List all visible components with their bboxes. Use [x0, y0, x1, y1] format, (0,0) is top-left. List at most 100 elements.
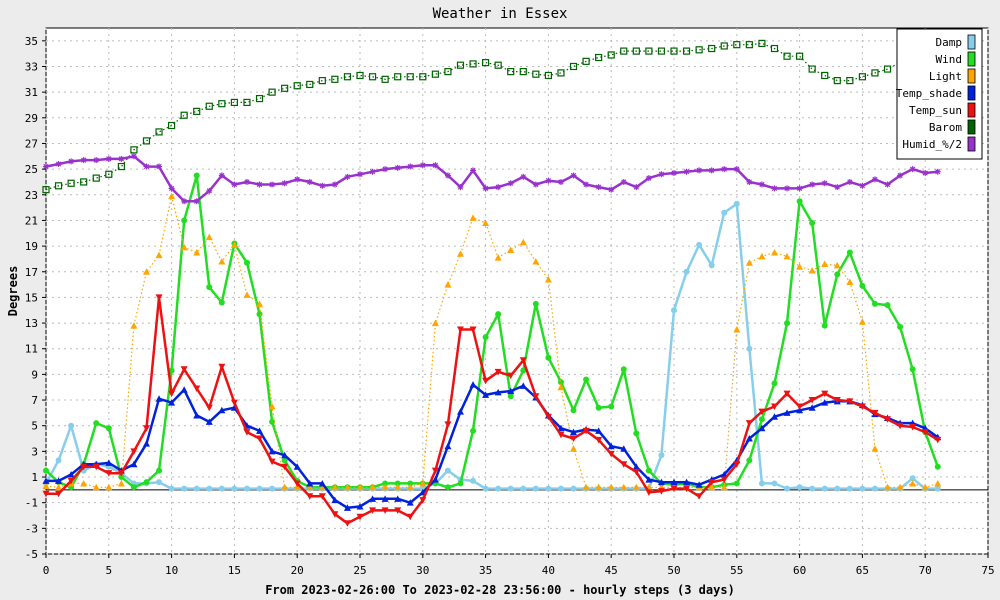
data-point-light: [482, 219, 490, 227]
data-point-temp-shade: [168, 399, 176, 406]
data-point-light: [871, 445, 879, 452]
data-point-temp-sun: [381, 507, 389, 514]
data-point-humid-2: [369, 168, 376, 175]
data-point-temp-sun: [444, 421, 452, 428]
legend: Damp Wind Light Temp_shade Temp_sun Barom Humi…: [896, 28, 983, 160]
data-point-light: [356, 483, 364, 491]
data-point-barom: [281, 84, 289, 92]
data-point-humid-2: [871, 176, 878, 183]
data-point-light: [230, 241, 238, 248]
data-point-barom: [243, 98, 251, 107]
data-point-barom: [343, 73, 352, 81]
data-point-temp-sun: [620, 461, 628, 468]
legend-swatch-temp-sun: [967, 102, 976, 118]
x-tick-label: 35: [479, 564, 492, 577]
data-point-barom: [92, 174, 100, 182]
x-tick-label: 10: [165, 564, 178, 577]
x-tick-label: 55: [730, 564, 743, 577]
data-point-wind: [545, 354, 552, 361]
data-point-humid-2: [784, 185, 791, 192]
data-point-damp: [834, 485, 841, 492]
data-point-wind: [93, 420, 100, 427]
data-point-temp-shade: [745, 435, 753, 442]
data-point-damp: [683, 268, 690, 275]
data-point-temp-sun: [808, 397, 816, 404]
data-point-temp-sun: [670, 485, 678, 493]
data-point-light: [833, 261, 841, 269]
data-point-light: [921, 483, 929, 491]
data-point-wind: [382, 480, 389, 487]
data-point-humid-2: [708, 167, 715, 174]
data-point-light: [783, 252, 791, 260]
x-tick-label: 30: [416, 564, 429, 577]
data-point-humid-2: [771, 185, 778, 192]
data-point-temp-shade: [695, 481, 703, 488]
data-point-light: [770, 249, 778, 256]
data-point-temp-sun: [657, 488, 665, 495]
data-point-temp-sun: [55, 490, 63, 498]
data-point-damp: [733, 200, 740, 207]
data-point-temp-shade: [281, 451, 289, 459]
y-tick-label: 11: [25, 343, 38, 356]
data-point-barom: [795, 52, 804, 60]
data-point-humid-2: [570, 172, 577, 179]
y-axis-label: Degrees: [6, 266, 20, 317]
data-point-humid-2: [583, 181, 590, 188]
data-point-humid-2: [495, 184, 502, 191]
data-point-temp-shade: [670, 478, 678, 486]
data-point-barom: [117, 162, 125, 171]
data-point-barom: [67, 179, 75, 187]
data-point-light: [394, 483, 402, 491]
data-point-wind: [156, 467, 163, 474]
data-point-light: [42, 482, 50, 490]
data-point-wind: [809, 220, 816, 227]
data-point-barom: [544, 71, 553, 80]
data-point-light: [808, 266, 816, 274]
data-point-wind: [846, 249, 853, 256]
legend-label-humid-2: Humid_%/2: [902, 138, 962, 151]
data-point-temp-shade: [180, 386, 188, 393]
data-point-humid-2: [80, 157, 87, 164]
data-point-light: [494, 254, 502, 261]
legend-label-light: Light: [929, 70, 962, 83]
data-point-temp-shade: [595, 427, 603, 434]
data-point-barom: [80, 178, 88, 186]
y-tick-label: 9: [31, 368, 38, 381]
legend-swatch-wind: [967, 51, 976, 67]
data-point-wind: [256, 311, 263, 318]
data-point-temp-sun: [683, 485, 691, 493]
plot-area: [45, 27, 989, 555]
y-tick-label: -1: [25, 497, 38, 510]
data-point-humid-2: [520, 173, 527, 180]
y-tick-label: 3: [31, 445, 38, 458]
data-point-damp: [55, 457, 62, 464]
series-line-temp-shade: [46, 383, 939, 510]
data-point-light: [243, 291, 251, 298]
data-point-barom: [168, 121, 176, 130]
data-point-temp-shade: [293, 463, 301, 470]
data-point-temp-sun: [519, 357, 527, 364]
data-point-light: [306, 483, 314, 491]
x-tick-label: 20: [291, 564, 304, 577]
data-point-temp-sun: [205, 404, 213, 412]
data-point-temp-shade: [331, 496, 339, 504]
data-point-light: [708, 483, 716, 491]
data-point-barom: [758, 39, 766, 47]
data-point-wind: [105, 425, 112, 432]
data-point-temp-shade: [683, 478, 691, 486]
data-point-damp: [269, 485, 276, 492]
data-point-wind: [143, 479, 150, 486]
data-point-humid-2: [43, 163, 49, 170]
data-point-barom: [431, 70, 439, 78]
y-tick-label: 35: [25, 35, 38, 48]
data-point-wind: [608, 403, 615, 410]
data-point-wind: [645, 467, 652, 474]
data-point-temp-sun: [482, 377, 490, 385]
data-point-temp-sun: [607, 450, 615, 458]
data-point-humid-2: [683, 168, 690, 175]
data-point-damp: [771, 480, 778, 487]
data-point-wind: [218, 299, 225, 306]
data-point-humid-2: [457, 184, 464, 191]
data-point-barom: [720, 42, 728, 50]
data-point-humid-2: [532, 181, 539, 188]
